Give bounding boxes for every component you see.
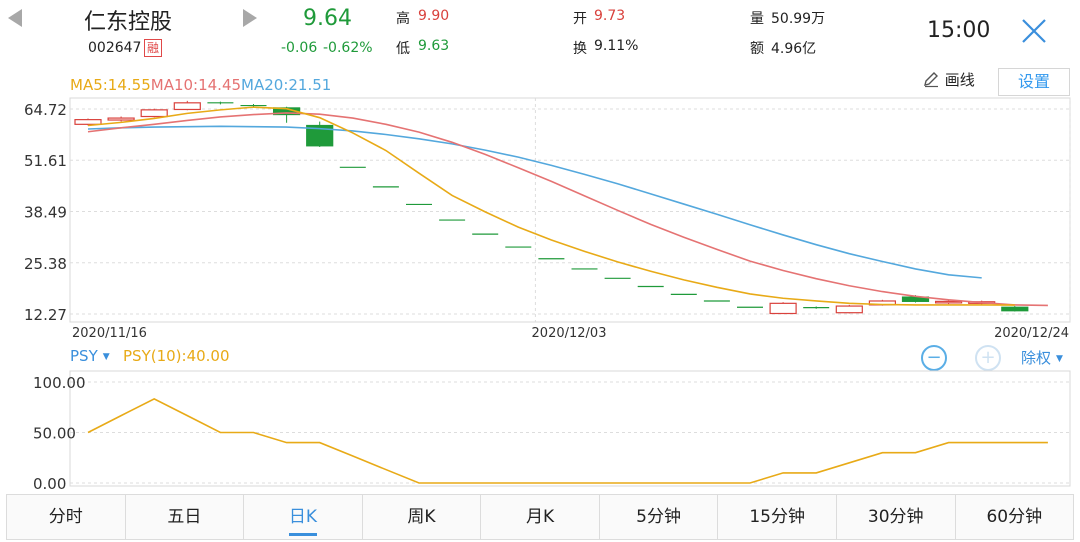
candle-body <box>140 109 168 118</box>
pencil-icon <box>924 72 938 88</box>
tab-2[interactable]: 五日 <box>126 495 245 539</box>
tab-8[interactable]: 30分钟 <box>837 495 956 539</box>
draw-line-label: 画线 <box>944 71 975 89</box>
y-tick-label: 64.72 <box>24 101 67 119</box>
candle-body <box>934 300 963 304</box>
prev-stock-arrow-icon[interactable] <box>8 9 22 27</box>
y-tick-label: 38.49 <box>24 204 67 222</box>
period-tab-bar: 分时 五日 日K 周K 月K 5分钟 15分钟 30分钟 60分钟 <box>6 494 1074 540</box>
settings-button[interactable]: 设置 <box>998 68 1070 96</box>
tab-6[interactable]: 5分钟 <box>600 495 719 539</box>
psy-indicator-selector[interactable]: PSY ▼ <box>70 347 110 365</box>
candle-body <box>835 305 863 314</box>
candle-body <box>306 124 334 147</box>
tab-3[interactable]: 日K <box>244 495 363 539</box>
candle-body <box>1001 306 1029 312</box>
price-change-percent: -0.62% <box>323 40 373 56</box>
high-label: 高 <box>396 11 410 27</box>
ma5-line <box>87 106 1015 306</box>
candle-body <box>74 119 102 125</box>
low-value: 9.63 <box>418 38 450 54</box>
quote-time: 15:00 <box>927 18 991 43</box>
amount-value: 4.96亿 <box>771 41 817 57</box>
ma10-legend: MA10:14.45 <box>150 76 242 94</box>
open-value: 9.73 <box>594 8 626 24</box>
tab-1[interactable]: 分时 <box>7 495 126 539</box>
tab-9[interactable]: 60分钟 <box>986 507 1043 527</box>
dropdown-arrow-icon: ▼ <box>102 352 110 362</box>
psy-line <box>87 397 1048 484</box>
candlestick-chart[interactable]: 64.72 51.61 38.49 25.38 12.27 2020/11/16 2020/… <box>0 95 1080 345</box>
y-tick-label: 25.38 <box>24 255 67 273</box>
low-label: 低 <box>396 41 410 57</box>
psy-y-tick-label: 50.00 <box>33 425 76 443</box>
plot-frame <box>69 97 1071 323</box>
tab-4[interactable]: 周K <box>363 495 482 539</box>
psy-y-tick-label: 100.00 <box>33 374 86 392</box>
x-tick-label: 2020/11/16 <box>72 326 147 341</box>
close-icon[interactable] <box>1020 17 1048 45</box>
open-label: 开 <box>573 11 587 27</box>
adjust-type-selector[interactable]: 除权 ▼ <box>1021 347 1063 368</box>
psy-value: PSY(10):40.00 <box>123 347 230 365</box>
candle-body <box>173 102 201 111</box>
psy-y-tick-label: 0.00 <box>33 475 66 489</box>
y-tick-label: 51.61 <box>24 152 67 170</box>
ma20-legend: MA20:21.51 <box>241 76 332 94</box>
ma10-line <box>87 112 1048 307</box>
next-stock-arrow-icon[interactable] <box>243 9 257 27</box>
adjust-type-label: 除权 <box>1021 349 1052 367</box>
volume-value: 50.99万 <box>771 11 826 27</box>
dropdown-arrow-icon: ▼ <box>1056 354 1063 364</box>
x-tick-label: 2020/12/03 <box>532 326 607 341</box>
zoom-in-icon[interactable]: + <box>975 345 1001 371</box>
high-value: 9.90 <box>418 8 450 24</box>
psy-plot-frame <box>69 370 1071 487</box>
price-change: -0.06 <box>281 40 318 56</box>
stock-name: 仁东控股 <box>84 10 173 35</box>
amount-label: 额 <box>750 41 764 57</box>
draw-line-tool[interactable]: 画线 <box>922 69 975 90</box>
x-tick-label: 2020/12/24 <box>994 326 1069 341</box>
stock-code: 002647 <box>88 40 142 56</box>
turnover-value: 9.11% <box>594 38 639 54</box>
candle-body <box>769 302 797 315</box>
turnover-label: 换 <box>573 41 587 57</box>
psy-label: PSY <box>70 347 98 365</box>
y-tick-label: 12.27 <box>24 306 67 324</box>
candle-body <box>107 117 135 121</box>
margin-badge: 融 <box>144 39 163 57</box>
ma5-legend: MA5:14.55 <box>70 76 151 94</box>
current-price: 9.64 <box>303 6 352 31</box>
psy-chart[interactable]: 100.00 50.00 0.00 <box>0 369 1080 489</box>
ma-legend: MA5:14.55MA10:14.45MA20:21.51 <box>70 75 331 94</box>
tab-7[interactable]: 15分钟 <box>718 495 837 539</box>
volume-label: 量 <box>750 11 764 27</box>
zoom-out-icon[interactable]: − <box>921 345 947 371</box>
ma20-line <box>87 125 982 279</box>
tab-5[interactable]: 月K <box>481 495 600 539</box>
